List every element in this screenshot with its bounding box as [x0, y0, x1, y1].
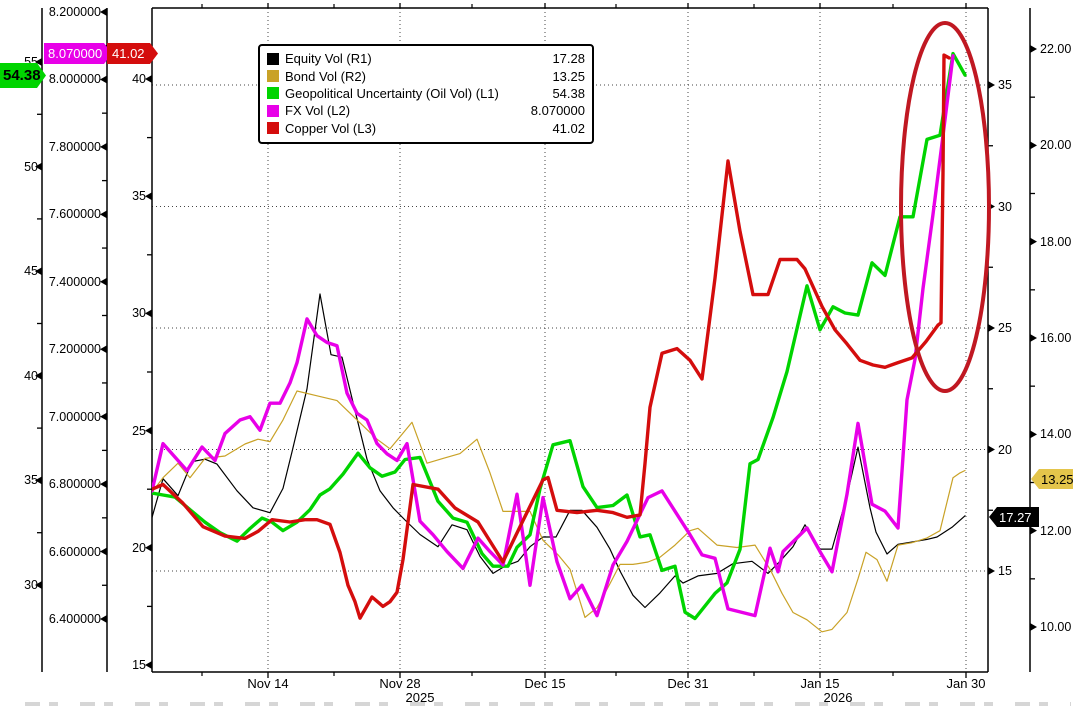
series-line-geo: [152, 51, 967, 621]
axis-geo: [35, 8, 43, 672]
legend-swatch-icon: [267, 87, 279, 100]
legend-row-copper[interactable]: Copper Vol (L3) 41.02: [267, 120, 585, 137]
badge-geopolitical-last-value: 54.38: [0, 63, 46, 88]
axis-x: [201, 3, 967, 678]
series-line-copper: [152, 53, 951, 620]
axis-equity: [987, 8, 995, 672]
series-lines: [152, 51, 967, 633]
clipped-bottom-text-artifact: [25, 702, 1071, 706]
legend-series-value: 17.28: [552, 51, 585, 67]
legend-swatch-icon: [267, 104, 279, 117]
legend-series-label: Bond Vol (R2): [285, 68, 366, 84]
legend-series-label: FX Vol (L2): [285, 103, 351, 119]
legend-series-value: 41.02: [552, 120, 585, 136]
series-line-fx: [152, 54, 955, 618]
legend: Equity Vol (R1) 17.28 Bond Vol (R2) 13.25 Ge…: [258, 44, 594, 144]
plot-frame: [152, 7, 988, 673]
badge-equity-last-value: 17.27: [989, 507, 1039, 527]
legend-swatch-icon: [267, 70, 279, 83]
legend-row-bond[interactable]: Bond Vol (R2) 13.25: [267, 67, 585, 84]
highlight-ellipse-annotation: [899, 21, 991, 393]
legend-row-fx[interactable]: FX Vol (L2) 8.070000: [267, 102, 585, 119]
gridlines: [152, 8, 988, 672]
axis-copper: [145, 8, 153, 672]
axis-bond: [1029, 8, 1037, 672]
legend-row-geo[interactable]: Geopolitical Uncertainty (Oil Vol) (L1) 5…: [267, 85, 585, 102]
legend-swatch-icon: [267, 52, 279, 65]
badge-copper-last-value: 41.02: [107, 43, 158, 64]
axis-fx: [100, 8, 108, 672]
legend-swatch-icon: [267, 122, 279, 135]
series-line-bond: [152, 390, 966, 633]
legend-series-label: Geopolitical Uncertainty (Oil Vol) (L1): [285, 85, 499, 101]
badge-fx-last-value: 8.070000: [44, 43, 112, 64]
legend-series-label: Copper Vol (L3): [285, 120, 377, 136]
legend-series-value: 8.070000: [530, 103, 585, 119]
legend-series-value: 54.38: [552, 85, 585, 101]
legend-series-value: 13.25: [552, 68, 585, 84]
legend-series-label: Equity Vol (R1): [285, 51, 372, 67]
badge-bond-last-value: 13.25: [1031, 469, 1073, 489]
legend-row-equity[interactable]: Equity Vol (R1) 17.28: [267, 50, 585, 67]
